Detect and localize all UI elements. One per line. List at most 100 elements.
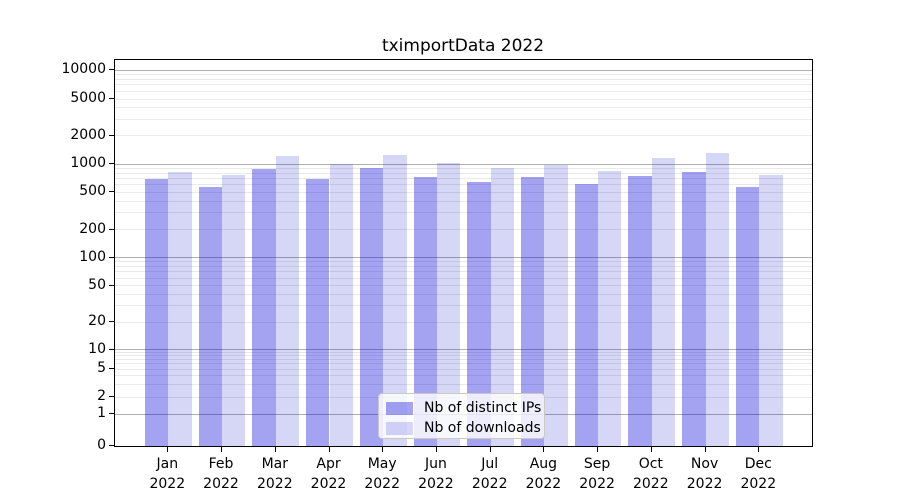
bar-apr-ips (306, 178, 330, 446)
y-tick-label: 500 (79, 183, 106, 199)
gridline (115, 355, 812, 357)
y-tick-mark (109, 368, 114, 369)
x-tick-mark (597, 446, 599, 452)
x-tick-label: Mar 2022 (256, 455, 293, 492)
plot-area (114, 59, 813, 447)
y-tick-label: 10000 (61, 61, 106, 77)
legend-label-downloads: Nb of downloads (424, 420, 541, 436)
x-tick-label: May 2022 (364, 455, 400, 492)
x-tick-label: Dec 2022 (740, 455, 777, 492)
gridline (115, 266, 812, 267)
x-tick-mark (382, 446, 384, 452)
bar-dec-ips (735, 186, 760, 446)
gridline (115, 212, 812, 214)
x-tick-mark (435, 446, 437, 452)
y-tick-mark (109, 69, 114, 70)
bar-jul-ips (467, 182, 491, 446)
bar-apr-downloads (329, 164, 353, 446)
legend-label-distinct-ips: Nb of distinct IPs (424, 400, 542, 416)
y-tick-label: 1000 (70, 155, 106, 171)
legend: Nb of distinct IPs Nb of downloads (378, 393, 545, 439)
gridline (115, 184, 812, 186)
x-tick-label: Nov 2022 (686, 455, 723, 492)
gridline (115, 363, 812, 365)
bar-nov-downloads (705, 153, 729, 446)
y-tick-label: 100 (79, 248, 106, 265)
x-tick-label: Aug 2022 (525, 455, 562, 492)
gridline (115, 69, 812, 71)
bar-jun-downloads (436, 162, 461, 446)
y-tick-mark (109, 256, 114, 258)
bar-mar-ips (252, 169, 276, 446)
gridline (115, 321, 812, 323)
gridline (115, 78, 812, 80)
bar-may-ips (359, 167, 384, 446)
gridline (115, 277, 812, 279)
gridline (115, 305, 812, 307)
gridline (115, 293, 812, 295)
legend-swatch-downloads (386, 421, 413, 435)
x-tick-mark (758, 446, 760, 452)
bar-oct-downloads (651, 157, 676, 446)
gridline (115, 191, 812, 193)
gridline (115, 359, 812, 360)
x-tick-mark (221, 446, 222, 452)
y-tick-mark (109, 444, 114, 446)
gridline (115, 90, 812, 92)
x-tick-mark (704, 446, 706, 452)
chart-title: tximportData 2022 (381, 36, 545, 56)
y-tick-label: 50 (88, 276, 106, 293)
y-tick-mark (109, 163, 114, 164)
legend-row-downloads: Nb of downloads (386, 419, 544, 437)
legend-row-distinct-ips: Nb of distinct IPs (386, 399, 544, 417)
x-tick-mark (489, 446, 491, 452)
bar-mar-downloads (275, 156, 300, 446)
gridline (115, 172, 812, 174)
gridline (115, 98, 812, 100)
gridline (115, 107, 812, 109)
y-tick-label: 2 (97, 388, 106, 404)
x-tick-label: Jun 2022 (418, 455, 454, 492)
gridline (115, 384, 812, 386)
gridline (115, 349, 812, 350)
gridline (115, 257, 812, 258)
bar-may-downloads (383, 154, 407, 446)
bar-aug-downloads (544, 164, 568, 446)
x-tick-label: Oct 2022 (632, 455, 669, 492)
x-tick-mark (167, 446, 169, 452)
y-tick-mark (109, 348, 114, 350)
y-tick-label: 5000 (70, 90, 106, 106)
bar-sep-ips (574, 183, 599, 446)
gridline (115, 352, 812, 353)
gridline (115, 163, 812, 165)
bar-nov-ips (682, 172, 706, 446)
y-tick-label: 200 (79, 220, 106, 237)
gridline (115, 118, 812, 120)
y-tick-mark (109, 134, 114, 136)
gridline (115, 84, 812, 86)
x-tick-mark (328, 446, 330, 452)
gridline (115, 229, 812, 230)
x-tick-mark (650, 446, 652, 452)
y-tick-mark (109, 98, 114, 99)
bar-dec-downloads (759, 174, 783, 446)
bar-feb-downloads (222, 175, 246, 446)
gridline (115, 167, 812, 169)
gridline (115, 177, 812, 179)
y-tick-label: 1 (97, 405, 106, 421)
x-tick-label: Sep 2022 (579, 455, 615, 492)
x-tick-label: Feb 2022 (203, 455, 239, 492)
gridline (115, 261, 812, 263)
y-tick-mark (109, 228, 114, 230)
y-tick-label: 0 (97, 436, 106, 453)
y-tick-label: 20 (88, 313, 106, 329)
y-tick-mark (109, 413, 114, 414)
x-tick-label: Apr 2022 (310, 455, 347, 492)
y-tick-mark (109, 284, 114, 286)
legend-swatch-distinct-ips (386, 401, 413, 415)
bar-jul-downloads (490, 168, 515, 446)
x-tick-mark (543, 446, 545, 452)
bar-jun-ips (413, 176, 437, 446)
gridline (115, 285, 812, 286)
